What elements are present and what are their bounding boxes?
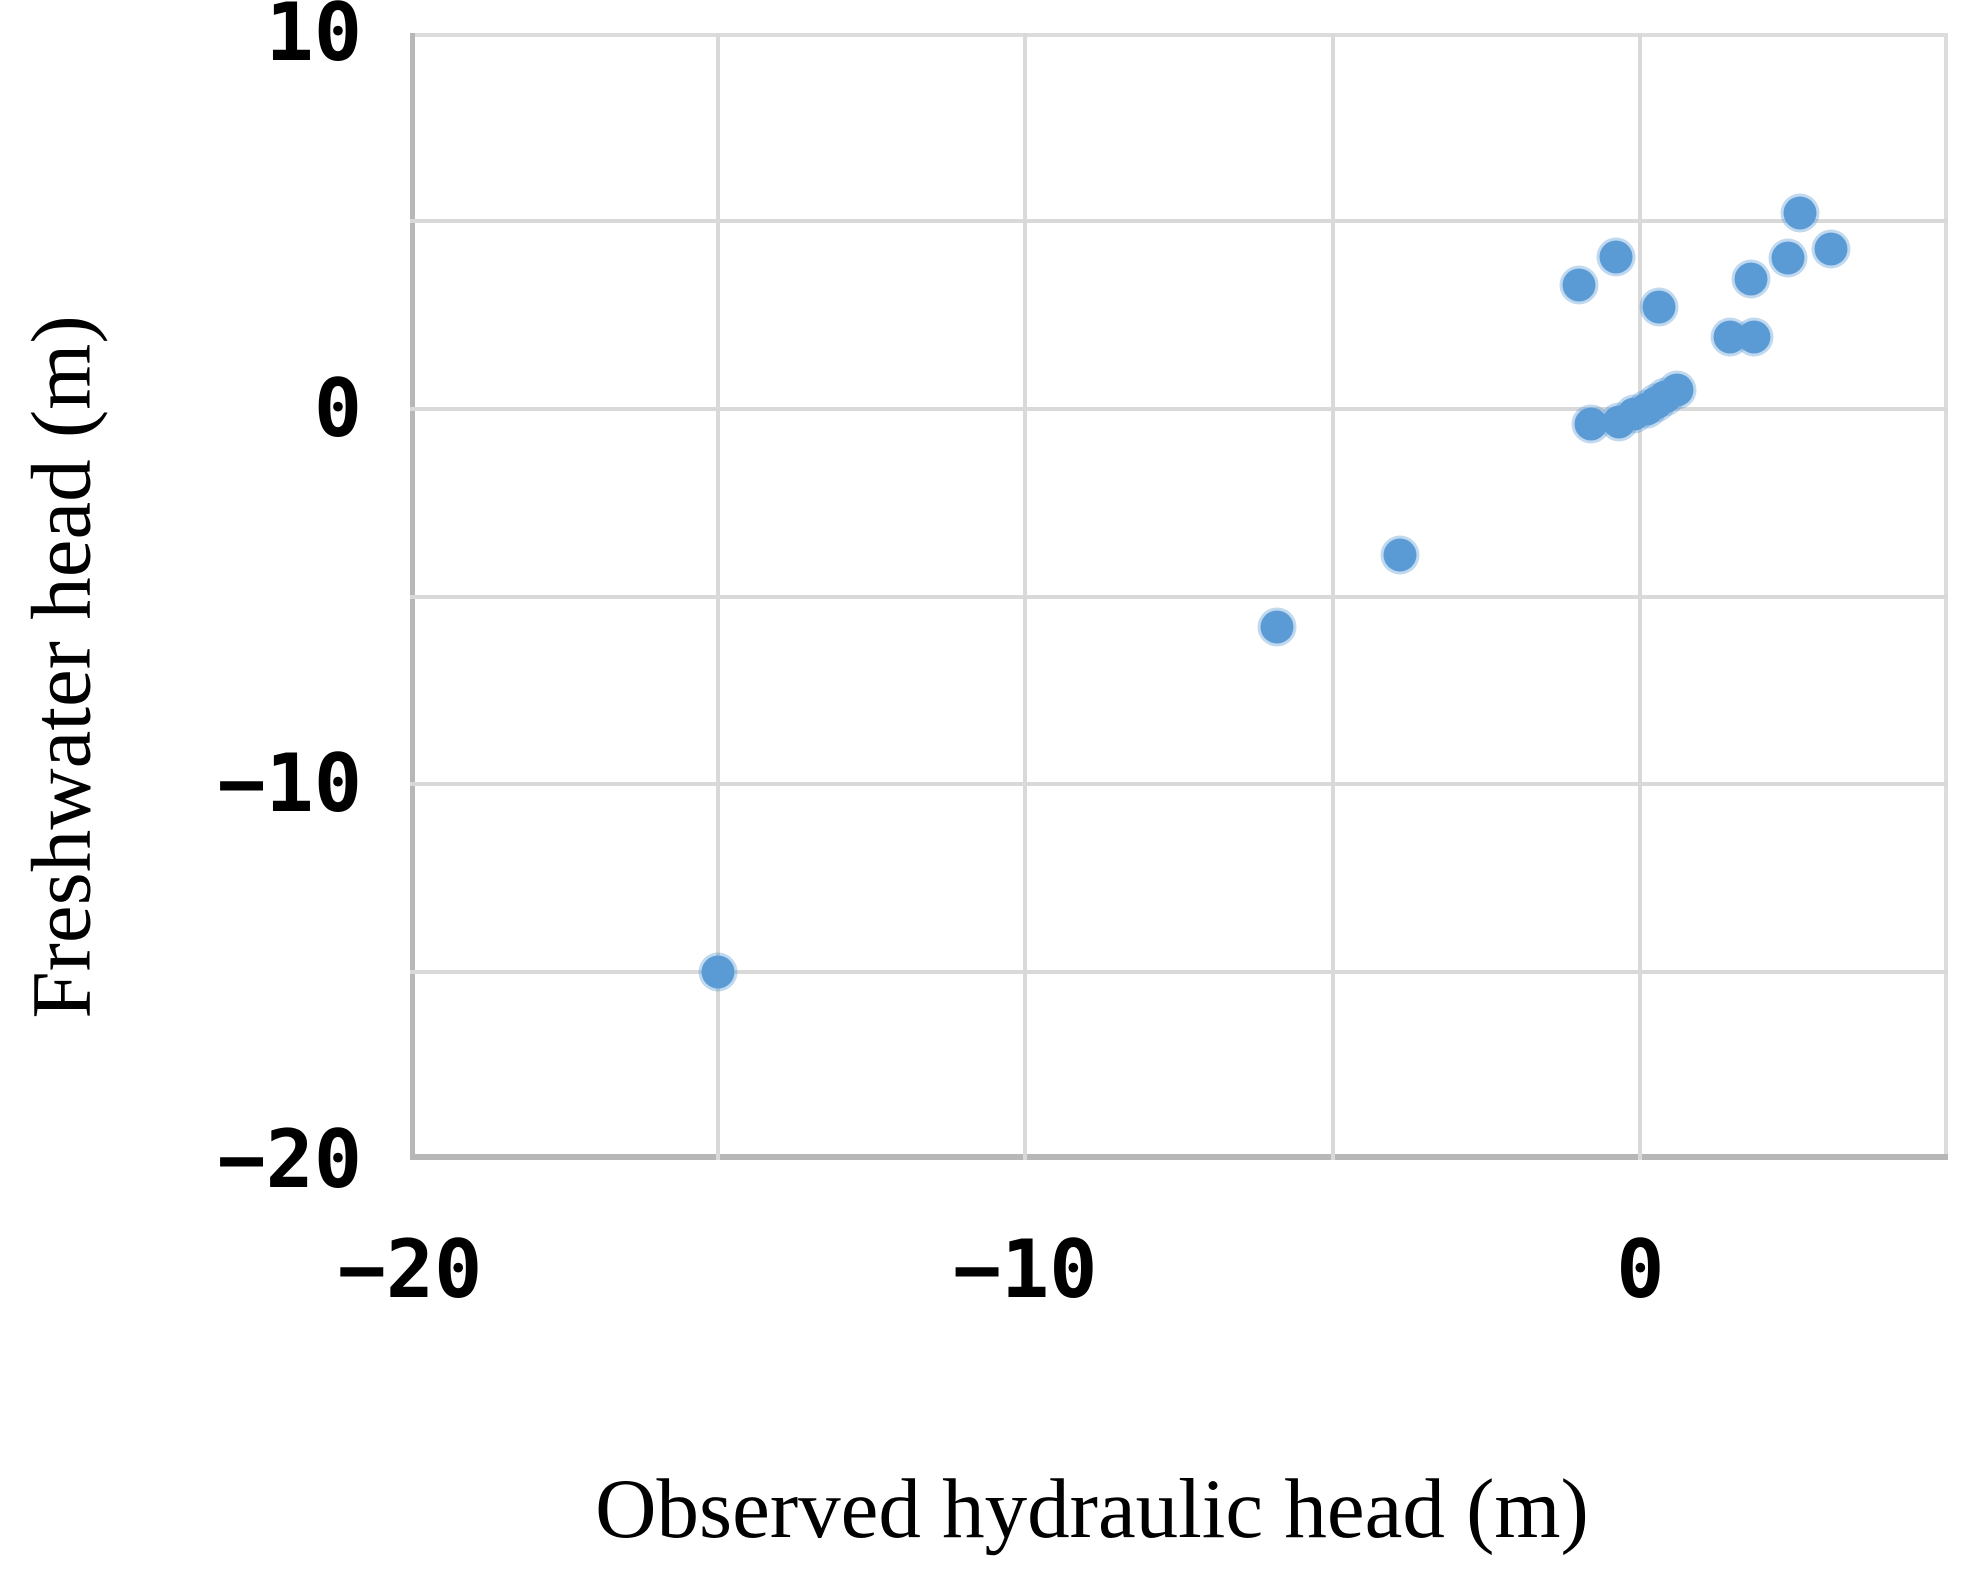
data-point [1734, 262, 1768, 296]
plot-border-top [410, 33, 1948, 37]
y-tick-label: −10 [217, 737, 363, 831]
plot-area [410, 33, 1948, 1160]
data-point [1814, 232, 1848, 266]
data-point [1599, 240, 1633, 274]
data-point [1660, 373, 1694, 407]
gridline-horizontal [410, 594, 1948, 599]
data-point [1737, 320, 1771, 354]
x-tick-label: 0 [1616, 1223, 1665, 1316]
data-point [701, 955, 735, 989]
gridline-horizontal [410, 218, 1948, 223]
gridline-horizontal [410, 970, 1948, 975]
gridline-horizontal [410, 406, 1948, 411]
data-point [1383, 538, 1417, 572]
x-tick-label: −20 [337, 1223, 483, 1316]
data-point [1783, 196, 1817, 230]
y-tick-label: −20 [217, 1113, 363, 1206]
y-tick-label: 10 [265, 0, 362, 79]
data-point [1562, 268, 1596, 302]
x-axis-line [410, 1154, 1948, 1160]
gridline-horizontal [410, 782, 1948, 787]
y-tick-label: 0 [313, 361, 362, 455]
data-point [1771, 241, 1805, 275]
x-tick-label: −10 [952, 1223, 1098, 1316]
data-point [1642, 290, 1676, 324]
data-point [1574, 407, 1608, 441]
data-point [1260, 610, 1294, 644]
x-axis-title: Observed hydraulic head (m) [595, 1462, 1589, 1556]
